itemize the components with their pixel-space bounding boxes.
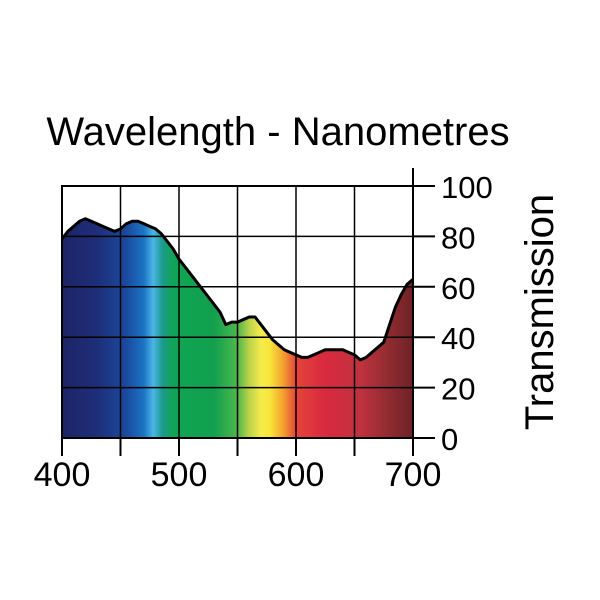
- grid: [62, 186, 413, 438]
- y-tick-label: 20: [441, 372, 475, 407]
- x-tick-label: 600: [268, 456, 325, 494]
- y-axis-label: Transmission: [518, 194, 562, 430]
- y-tick-label: 100: [441, 170, 493, 205]
- y-tick-label: 0: [441, 422, 458, 457]
- chart-title: Wavelength - Nanometres: [46, 110, 509, 154]
- x-tick-label: 700: [385, 456, 442, 494]
- y-tick-label: 40: [441, 321, 475, 356]
- axes: [61, 168, 435, 456]
- y-tick-label: 80: [441, 220, 475, 255]
- y-tick-label: 60: [441, 271, 475, 306]
- x-tick-label: 400: [34, 456, 91, 494]
- x-tick-label: 500: [151, 456, 208, 494]
